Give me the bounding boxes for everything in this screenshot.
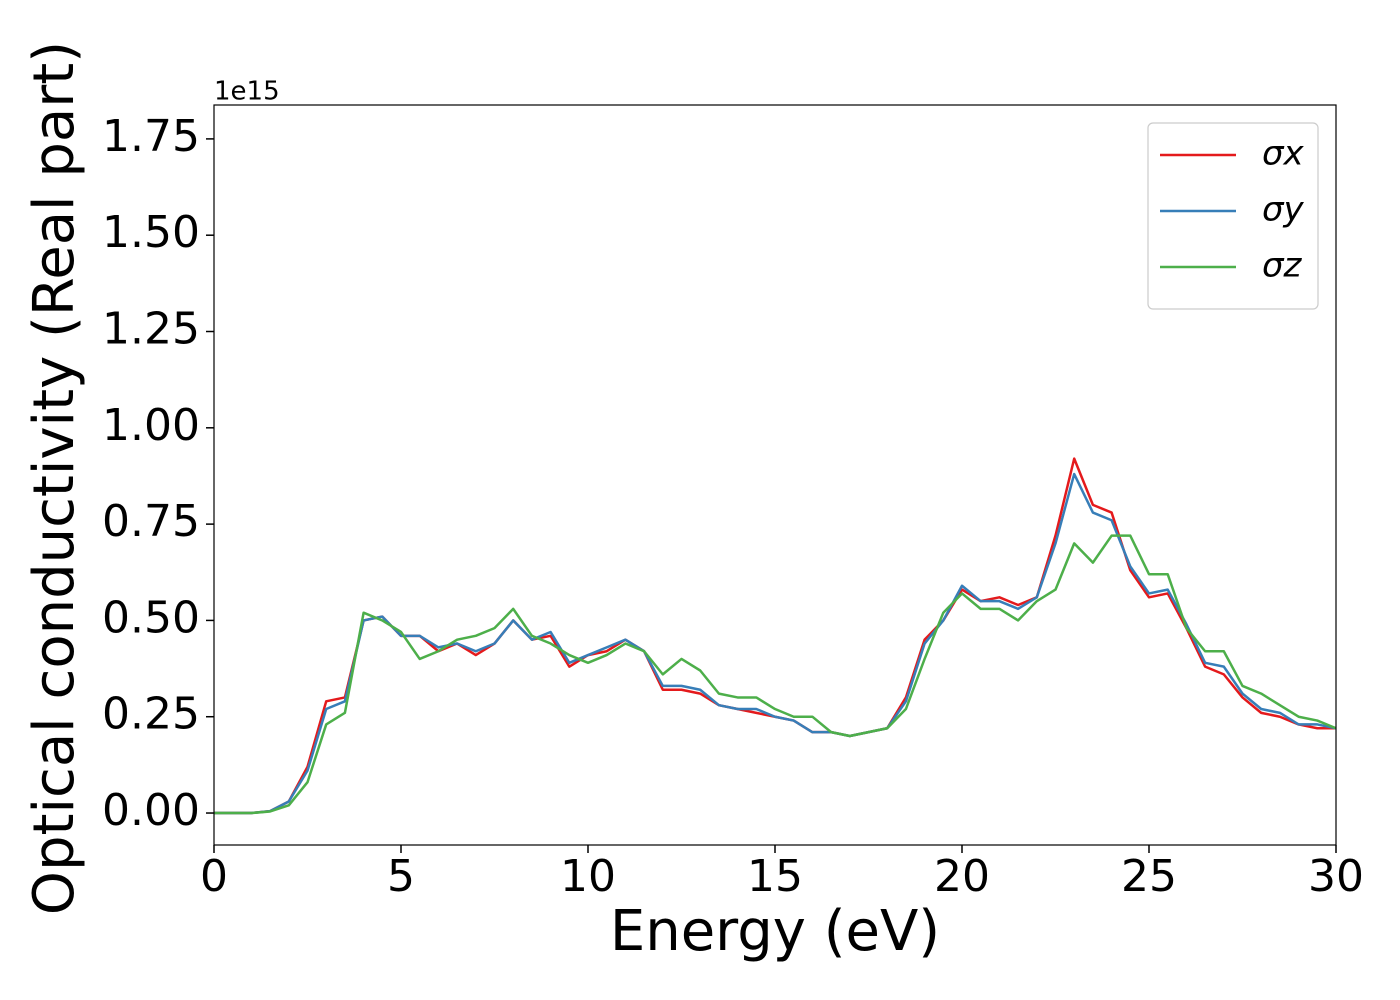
y-axis-label: Optical conductivity (Real part) bbox=[22, 41, 87, 915]
y-tick-label: 1.50 bbox=[102, 207, 200, 258]
legend-label: σx bbox=[1262, 134, 1305, 174]
x-tick-label: 10 bbox=[560, 851, 616, 902]
x-tick-label: 0 bbox=[200, 851, 228, 902]
y-tick-label: 0.75 bbox=[102, 496, 200, 547]
x-tick-label: 15 bbox=[747, 851, 803, 902]
y-tick-label: 1.75 bbox=[102, 111, 200, 162]
y-tick-label: 1.00 bbox=[102, 400, 200, 451]
y-tick-label: 0.50 bbox=[102, 592, 200, 643]
x-tick-label: 25 bbox=[1121, 851, 1177, 902]
legend-label: σz bbox=[1262, 246, 1303, 286]
x-tick-label: 20 bbox=[934, 851, 990, 902]
data-line bbox=[214, 472, 1337, 815]
legend-label: σy bbox=[1262, 190, 1305, 230]
x-axis-label: Energy (eV) bbox=[610, 899, 940, 964]
plot-frame bbox=[213, 104, 1337, 846]
y-tick-label: 0.00 bbox=[102, 785, 200, 836]
x-tick-label: 5 bbox=[387, 851, 415, 902]
y-tick-label: 1.25 bbox=[102, 304, 200, 355]
y-offset-label: 1e15 bbox=[214, 77, 280, 107]
data-line bbox=[214, 457, 1336, 815]
data-line bbox=[214, 534, 1337, 815]
legend-box bbox=[1147, 122, 1319, 310]
y-tick-label: 0.25 bbox=[102, 689, 200, 740]
x-tick-label: 30 bbox=[1308, 851, 1364, 902]
